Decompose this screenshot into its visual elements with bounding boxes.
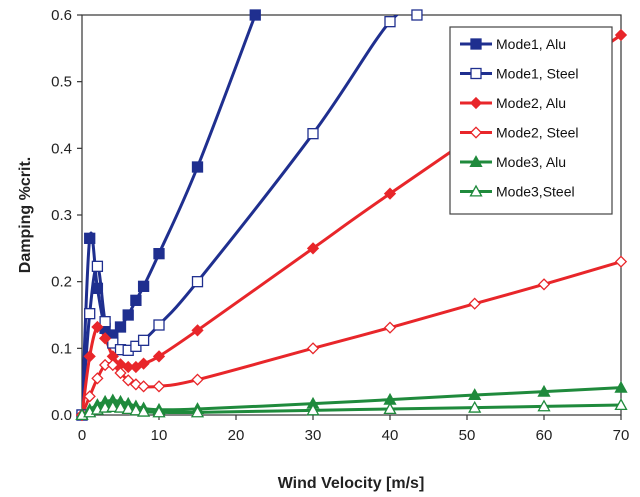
data-point-series-6 [106, 400, 120, 413]
legend-entry-label: Mode1, Alu [496, 36, 566, 52]
y-tick-label: 0.2 [51, 274, 72, 291]
data-point-series-3 [614, 28, 628, 42]
data-point-series-1 [191, 161, 204, 173]
data-point-series-1 [91, 282, 104, 294]
data-point-series-6 [468, 400, 482, 413]
marker-layer [75, 9, 628, 422]
data-point-series-2 [91, 260, 104, 272]
data-point-series-3 [91, 320, 104, 334]
data-point-series-6 [537, 399, 551, 412]
y-tick-label: 0.1 [51, 340, 72, 357]
data-point-series-3 [152, 350, 166, 363]
legend-entry-label: Mode2, Alu [496, 95, 566, 111]
data-point-series-2 [137, 334, 150, 346]
data-point-series-2 [411, 9, 423, 21]
x-tick-label: 10 [151, 427, 168, 444]
data-point-series-6 [190, 405, 205, 418]
data-point-series-3 [98, 332, 112, 345]
data-point-series-1 [122, 309, 134, 321]
data-point-series-4 [83, 390, 96, 403]
data-point-series-2 [384, 16, 396, 28]
legend-swatch-marker [470, 67, 482, 80]
data-point-series-3 [83, 350, 96, 363]
data-point-series-4 [137, 380, 150, 393]
legend-entry-label: Mode1, Steel [496, 66, 579, 82]
data-point-series-6 [152, 405, 166, 418]
data-point-series-4 [122, 374, 135, 387]
data-point-series-4 [114, 366, 127, 380]
data-point-series-4 [614, 255, 628, 268]
x-tick-label: 60 [536, 427, 553, 444]
legend-swatch-marker [469, 96, 483, 110]
data-point-series-1 [137, 280, 150, 292]
data-point-series-2 [107, 337, 119, 349]
data-point-series-2 [191, 276, 204, 288]
y-tick-label: 0.3 [51, 207, 72, 224]
data-point-series-6 [121, 402, 135, 415]
legend-entry-label: Mode2, Steel [496, 125, 579, 141]
data-point-series-6 [306, 403, 320, 416]
legend-box [449, 26, 613, 215]
data-point-series-4 [383, 321, 397, 334]
data-point-series-5 [468, 388, 482, 401]
data-point-series-2 [307, 128, 319, 140]
data-point-series-6 [614, 398, 628, 411]
y-tick-label: 0.5 [51, 74, 72, 91]
x-tick-label: 30 [305, 427, 322, 444]
axes: 0.0 0.1 0.2 0.3 0.4 0.5 0.6 0 10 20 30 40 50 60 70 [51, 7, 629, 444]
legend-swatch-marker [469, 184, 483, 197]
data-point-series-6 [113, 400, 128, 413]
data-point-series-4 [91, 372, 104, 385]
x-axis-title: Wind Velocity [m/s] [278, 475, 425, 492]
data-point-series-2 [130, 340, 142, 352]
data-point-series-1 [130, 294, 142, 306]
data-point-series-4 [306, 342, 320, 355]
data-point-series-5 [537, 384, 551, 397]
data-point-series-3 [191, 324, 204, 337]
data-point-series-3 [383, 187, 397, 200]
legend-swatch-marker [469, 155, 483, 168]
y-tick-label: 0.6 [51, 7, 72, 24]
data-point-series-1 [153, 248, 165, 260]
data-point-series-4 [468, 297, 481, 310]
x-tick-label: 0 [78, 427, 86, 444]
legend-swatch-marker [469, 126, 483, 139]
data-point-series-3 [137, 357, 150, 370]
data-point-series-2 [99, 316, 111, 328]
y-tick-label: 0.4 [51, 140, 72, 157]
data-point-series-1 [84, 232, 96, 244]
data-point-series-6 [383, 402, 397, 415]
data-point-series-2 [153, 319, 165, 331]
data-point-series-4 [191, 373, 204, 386]
y-axis-title: Damping %crit. [17, 157, 34, 273]
data-point-series-6 [136, 404, 151, 417]
x-tick-label: 70 [613, 427, 630, 444]
x-tick-label: 40 [382, 427, 399, 444]
legend: Mode1, Alu Mode1, Steel Mode2, Alu Mode2, S… [449, 26, 613, 215]
data-point-series-3 [306, 242, 320, 255]
x-tick-label: 20 [228, 427, 245, 444]
data-point-series-2 [84, 308, 96, 320]
data-point-series-6 [129, 403, 143, 416]
legend-swatch-marker [470, 38, 482, 50]
data-point-series-1 [114, 321, 127, 333]
data-point-series-4 [152, 380, 166, 393]
data-point-series-4 [537, 278, 551, 291]
data-point-series-1 [249, 9, 261, 21]
data-point-series-5 [614, 380, 628, 393]
data-point-series-4 [106, 358, 119, 372]
y-tick-label: 0.0 [51, 407, 72, 424]
series-line-1 [82, 15, 257, 415]
legend-entry-label: Mode3,Steel [496, 184, 575, 200]
x-tick-label: 50 [459, 427, 476, 444]
legend-entry-label: Mode3, Alu [496, 154, 566, 170]
